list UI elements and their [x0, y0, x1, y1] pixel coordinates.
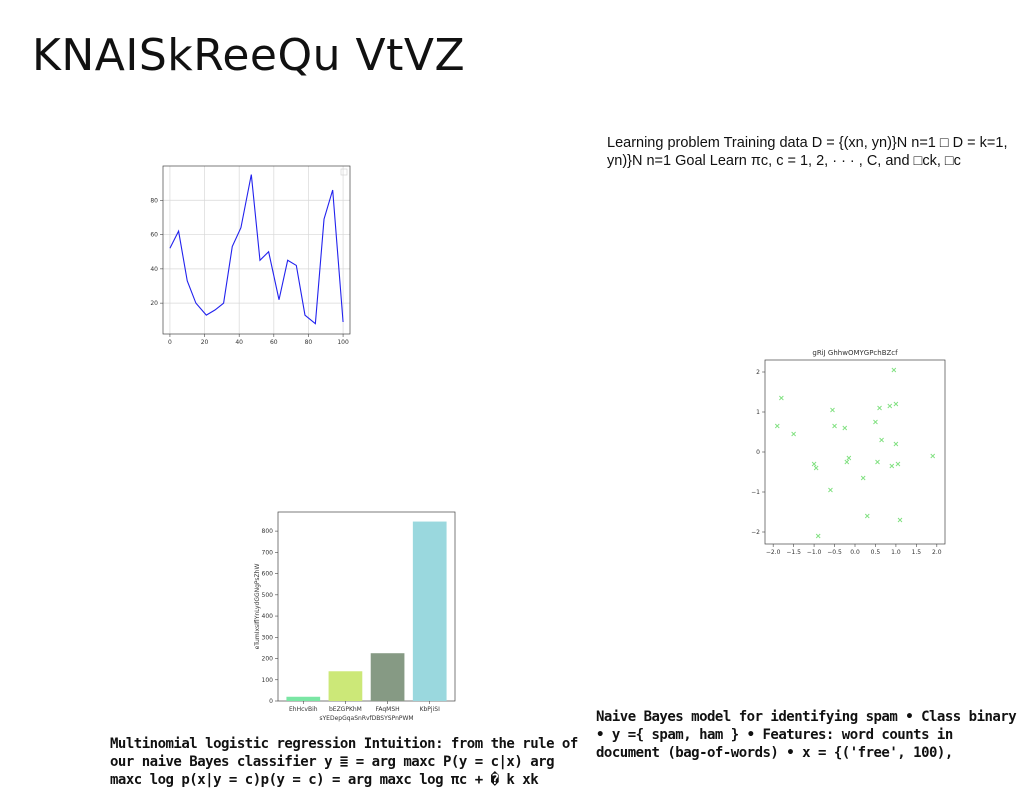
- learning-problem-text: Learning problem Training data D = {(xn,…: [607, 135, 1012, 169]
- scatter-point: [864, 513, 870, 519]
- y-tick-label: 300: [262, 634, 274, 641]
- scatter-point: [897, 517, 903, 523]
- y-tick-label: 0: [756, 449, 760, 456]
- bar-chart: 0 100 200 300 400 500 600 700 800 EhHcvBih bEZGPKh…: [254, 511, 456, 722]
- scatter-point: [930, 453, 936, 459]
- line-chart: 0 20 40 60 80 100 20 40 60 80: [150, 165, 351, 346]
- scatter-point: [842, 425, 848, 431]
- naive-bayes-spam-text: Naive Bayes model for identifying spam •…: [596, 709, 1024, 761]
- x-tick-label: 60: [270, 339, 278, 346]
- x-tick-label: −1.5: [786, 549, 801, 556]
- scatter-point: [879, 437, 884, 443]
- scatter-point: [832, 423, 837, 429]
- y-tick-label: 700: [262, 549, 274, 556]
- scatter-point: [828, 487, 833, 493]
- y-tick-label: 40: [150, 266, 158, 273]
- x-tick-label: bEZGPKhM: [329, 706, 362, 713]
- plot-frame: [277, 511, 456, 702]
- scatter-point: [895, 461, 901, 467]
- scatter-point: [844, 459, 850, 465]
- x-tick-label: KbPjiSI: [420, 706, 441, 713]
- series-line: [169, 174, 344, 325]
- scatter-point: [887, 403, 893, 409]
- plot-frame: [162, 165, 351, 335]
- x-tick-label: −2.0: [766, 549, 781, 556]
- x-tick-label: 40: [235, 339, 243, 346]
- x-tick-label: EhHcvBih: [289, 706, 318, 713]
- scatter-point: [860, 475, 866, 481]
- x-tick-label: 100: [337, 339, 349, 346]
- y-tick-label: 100: [262, 677, 274, 684]
- x-tick-label: 1.5: [912, 549, 922, 556]
- y-axis-label: eTumIxsIflYnLydGGNgPsZhW: [254, 564, 261, 650]
- bar: [412, 521, 447, 701]
- scatter-point: [889, 463, 895, 469]
- bar: [328, 671, 363, 701]
- x-tick-label: −0.5: [827, 549, 842, 556]
- x-tick-label: 80: [305, 339, 313, 346]
- x-tick-label: 1.0: [891, 549, 901, 556]
- chart-title: gRiJ GhhwOMYGPchBZcf: [812, 349, 898, 357]
- x-tick-label: FAqMSH: [375, 706, 399, 713]
- x-axis-label: sYEDepGqaSnRvfDBSYSPnPWM: [319, 715, 413, 722]
- scatter-chart: gRiJ GhhwOMYGPchBZcf −2.0 −1.5 −1.0 −0.5 0.0 0…: [751, 349, 946, 556]
- y-tick-label: 20: [150, 300, 158, 307]
- scatter-point: [830, 407, 835, 413]
- y-tick-label: 600: [262, 571, 274, 578]
- y-tick-label: 2: [756, 369, 760, 376]
- scatter-point: [875, 459, 880, 465]
- x-tick-label: −1.0: [807, 549, 822, 556]
- scatter-point: [815, 533, 821, 539]
- x-tick-label: 2.0: [932, 549, 942, 556]
- multinomial-logistic-regression-text: Multinomial logistic regression Intuitio…: [110, 736, 586, 788]
- scatter-point: [779, 395, 784, 401]
- y-tick-label: −2: [751, 529, 760, 536]
- scatter-point: [811, 461, 817, 467]
- x-tick-label: 0.5: [871, 549, 881, 556]
- y-tick-label: 60: [150, 232, 158, 239]
- y-tick-label: 200: [262, 656, 274, 663]
- plot-frame: [764, 359, 946, 545]
- y-tick-label: 400: [262, 613, 274, 620]
- scatter-point: [873, 419, 878, 425]
- y-tick-label: 800: [262, 528, 274, 535]
- x-tick-label: 0.0: [850, 549, 860, 556]
- scatter-point: [846, 455, 852, 461]
- x-tick-label: 20: [201, 339, 209, 346]
- y-tick-label: 0: [269, 698, 273, 705]
- x-tick-label: 0: [168, 339, 172, 346]
- y-tick-label: 80: [150, 197, 158, 204]
- scatter-point: [791, 431, 796, 437]
- scatter-point: [893, 441, 899, 447]
- y-tick-label: −1: [751, 489, 760, 496]
- scatter-point: [893, 401, 899, 407]
- scatter-point: [774, 423, 780, 429]
- y-tick-label: 1: [756, 409, 760, 416]
- bar: [370, 653, 405, 701]
- y-tick-label: 500: [262, 592, 274, 599]
- scatter-point: [813, 465, 819, 471]
- scatter-point: [877, 405, 882, 411]
- bar: [286, 696, 321, 701]
- scatter-point: [891, 367, 897, 373]
- page-title: KNAISkReeQu VtVZ: [32, 30, 466, 81]
- legend-box: [340, 168, 348, 176]
